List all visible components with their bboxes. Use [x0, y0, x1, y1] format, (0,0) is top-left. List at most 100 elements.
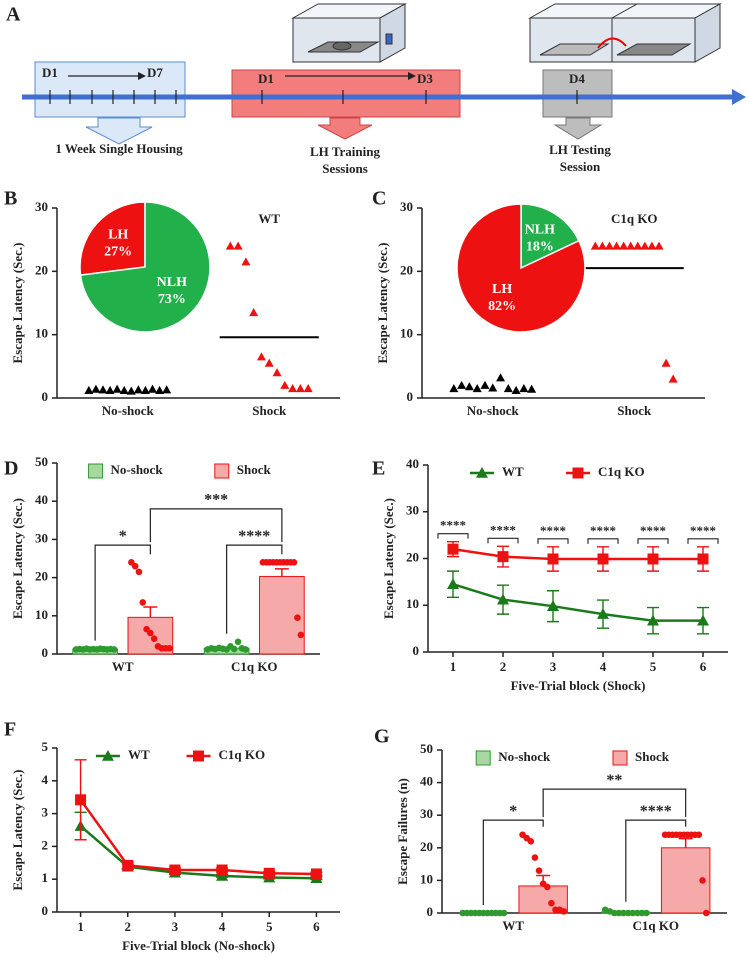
series-line — [452, 547, 703, 561]
data-point — [140, 385, 150, 394]
data-point — [447, 578, 459, 590]
x-tick-label: 3 — [550, 659, 557, 674]
data-point — [162, 385, 172, 394]
data-point — [654, 241, 664, 250]
data-point — [263, 867, 275, 879]
significance-bracket — [482, 819, 544, 905]
data-point — [122, 859, 134, 871]
x-tick-label: WT — [112, 659, 134, 674]
phase-box — [34, 61, 186, 118]
data-point — [290, 559, 298, 566]
data-point — [147, 629, 154, 637]
panel-label: C — [372, 188, 386, 210]
data-point — [119, 385, 129, 394]
data-point — [472, 384, 482, 393]
error-bar — [143, 606, 158, 618]
legend-marker — [476, 467, 488, 478]
legend-marker — [101, 750, 114, 761]
y-tick-label: 30 — [35, 199, 48, 214]
y-tick-label: 0 — [427, 904, 434, 919]
protocol-diagram: A — [6, 3, 746, 176]
error-bar — [274, 568, 289, 577]
pie-label: NLH — [157, 275, 187, 290]
legend-swatch — [612, 750, 628, 766]
data-point — [590, 241, 600, 250]
x-tick-label: 2 — [125, 919, 132, 934]
data-point — [480, 380, 490, 389]
data-point — [91, 384, 101, 393]
significance-bracket — [226, 544, 283, 634]
y-tick-label: 0 — [413, 643, 420, 658]
data-point — [531, 854, 539, 861]
data-point — [288, 384, 298, 393]
y-tick-label: 4 — [42, 772, 49, 787]
legend-label: Shock — [635, 749, 670, 764]
data-point — [135, 568, 143, 576]
y-tick-label: 50 — [420, 741, 433, 756]
series-line — [79, 799, 317, 876]
data-point — [310, 868, 322, 880]
y-axis-label: Escape Failures (n) — [395, 778, 410, 885]
cage — [291, 3, 407, 63]
chart-panel: G 0 10 20 30 40 50 Escape Failures (n) WT C1q KO N… — [374, 726, 727, 933]
chart-panel: C 0 10 20 30 Escape Latency (Sec.) No-shock Sho… — [372, 188, 705, 418]
data-point — [638, 909, 646, 917]
x-tick-label: 6 — [313, 919, 320, 934]
legend-label: WT — [128, 747, 150, 762]
data-point — [620, 909, 627, 917]
pie-label: NLH — [525, 222, 555, 237]
phase-caption: Sessions — [322, 161, 368, 176]
significance-label: **** — [640, 803, 672, 820]
data-point — [280, 380, 290, 389]
significance-bracket — [437, 533, 469, 539]
y-tick-label: 3 — [42, 805, 49, 820]
data-point — [497, 551, 509, 563]
y-tick-label: 20 — [400, 262, 413, 277]
data-point — [597, 241, 607, 250]
y-tick-label: 10 — [406, 596, 419, 611]
data-point — [695, 831, 703, 839]
x-tick-label: C1q KO — [231, 659, 278, 674]
y-tick-label: 0 — [42, 645, 49, 660]
data-point — [702, 909, 710, 917]
data-point — [75, 794, 87, 806]
pie-value-label: 82% — [488, 299, 516, 314]
data-point — [615, 909, 623, 917]
chart-panel: F 0 1 2 3 4 5 Escape Latency (Sec.) 1 2 3 4 5 6 Five-T… — [4, 719, 340, 953]
error-bar — [678, 837, 693, 848]
data-point — [500, 909, 508, 917]
data-point — [139, 599, 147, 606]
data-point — [264, 358, 274, 367]
pie-value-label: 73% — [158, 292, 186, 307]
significance-label: **** — [238, 528, 270, 545]
x-tick-label: No-shock — [467, 403, 520, 418]
y-tick-label: 10 — [35, 607, 48, 622]
x-tick-label: 3 — [172, 919, 179, 934]
panel-label: B — [4, 188, 17, 210]
data-point — [547, 600, 559, 611]
x-axis-label: Five-Trial block (Shock) — [511, 678, 646, 693]
x-tick-label: No-shock — [102, 403, 155, 418]
day-label: D3 — [417, 71, 433, 86]
legend-label: C1q KO — [598, 464, 645, 479]
y-tick-label: 40 — [35, 492, 48, 507]
y-tick-label: 20 — [406, 549, 419, 564]
pie-slice — [520, 203, 580, 270]
data-point — [611, 909, 618, 917]
pie-slice — [456, 203, 586, 333]
legend-marker — [572, 467, 584, 479]
data-point — [699, 877, 706, 884]
data-point — [98, 385, 108, 394]
pie-slice — [79, 201, 146, 276]
data-point — [633, 909, 641, 917]
data-point — [496, 373, 506, 382]
data-point — [110, 646, 118, 653]
data-point — [242, 646, 249, 653]
arrow-head — [408, 72, 416, 80]
data-point — [543, 883, 551, 891]
day-label: D4 — [569, 71, 585, 86]
data-point — [126, 386, 136, 395]
data-point — [697, 614, 709, 626]
y-axis-label: Escape Latency (Sec.) — [381, 498, 396, 619]
